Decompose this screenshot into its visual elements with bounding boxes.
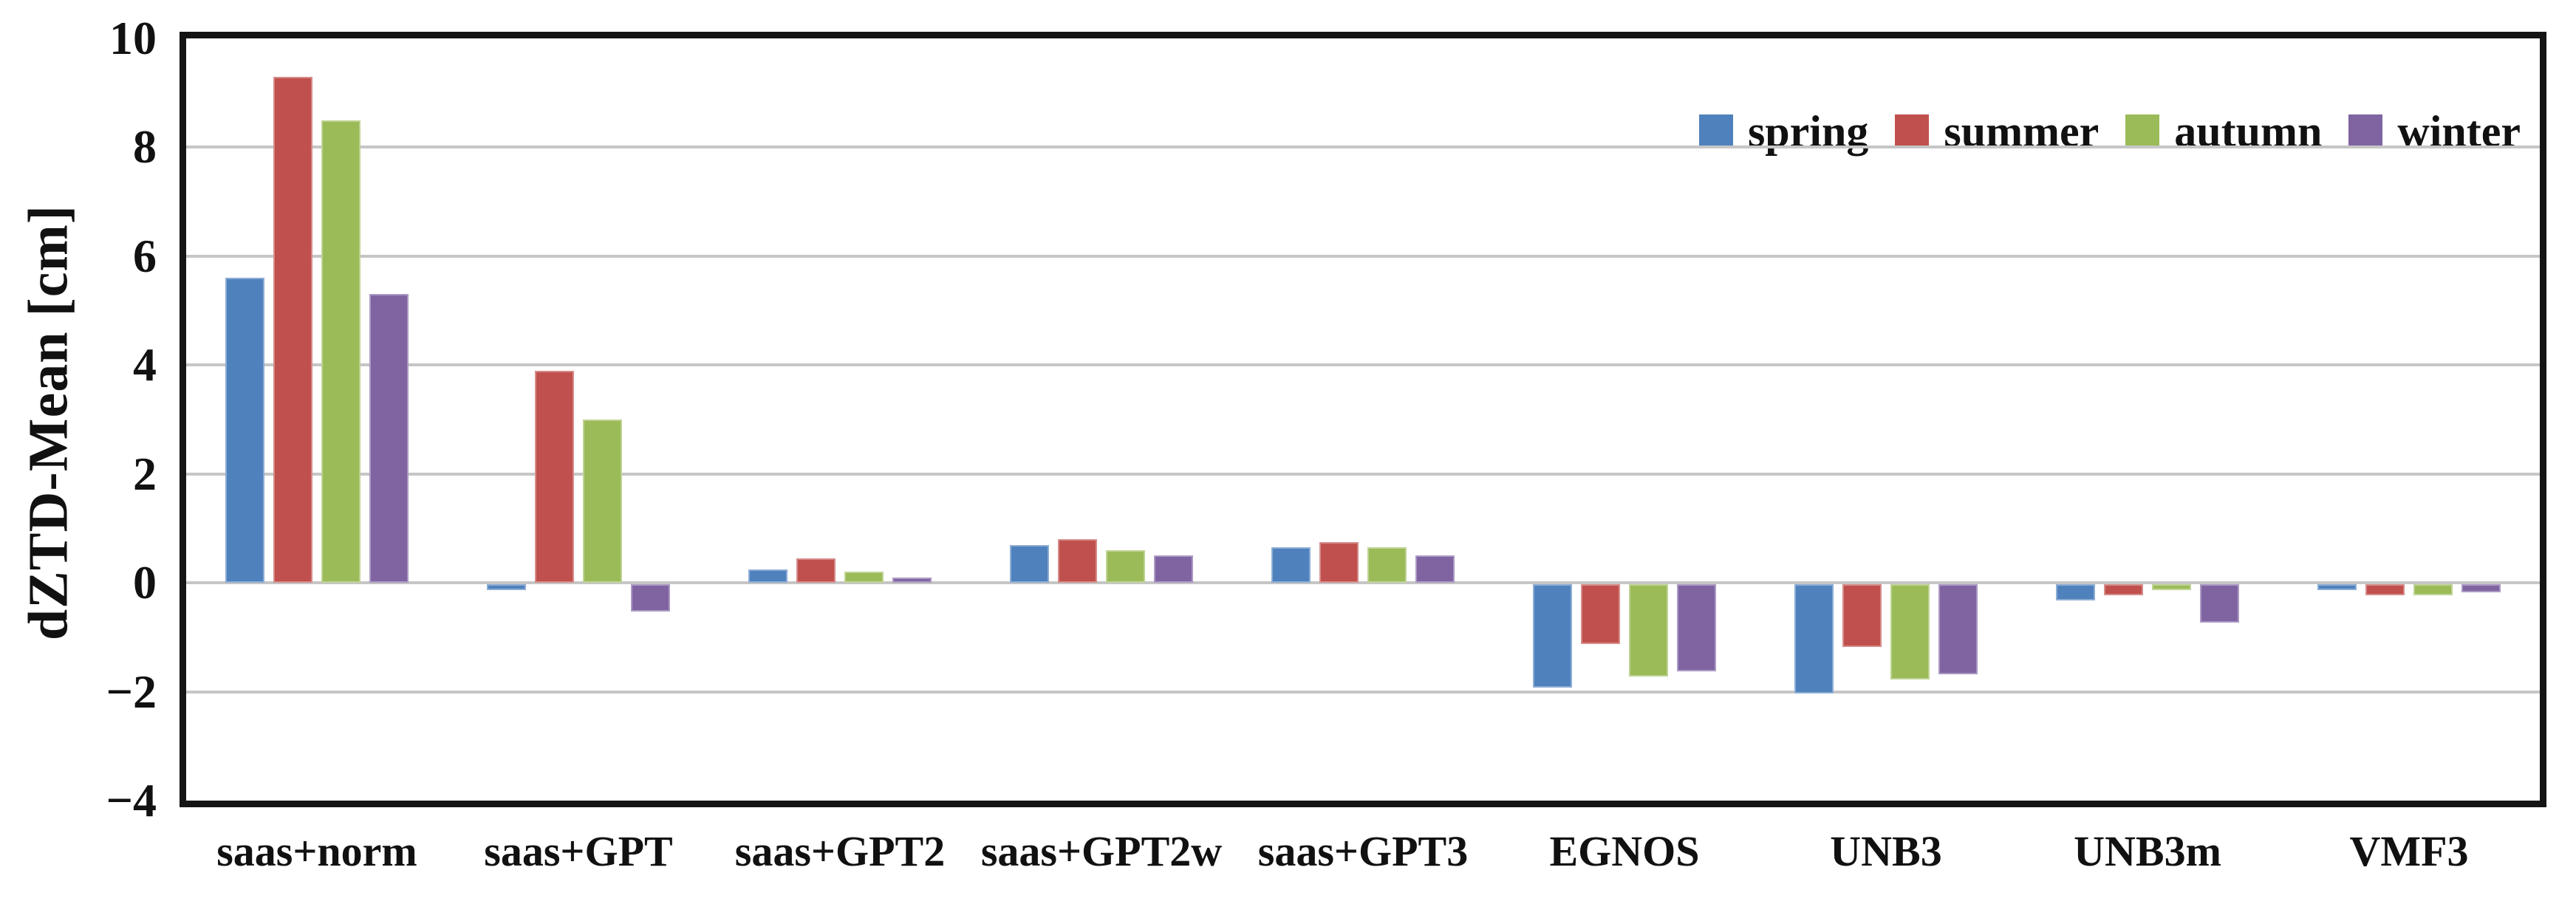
bar-spring-VMF3 <box>2317 584 2357 590</box>
bar-winter-saas+GPT2 <box>892 577 932 583</box>
bar-spring-saas+norm <box>225 278 264 583</box>
bar-summer-saas+GPT <box>535 370 574 583</box>
y-tick-label-4: 4 <box>133 338 157 391</box>
bar-summer-UNB3 <box>1842 584 1882 647</box>
bar-autumn-EGNOS <box>1629 584 1668 677</box>
bar-winter-saas+GPT <box>631 584 670 612</box>
legend-swatch-spring <box>1698 114 1733 148</box>
gridline-y0 <box>186 581 2540 585</box>
bar-autumn-saas+GPT3 <box>1367 547 1407 583</box>
bar-winter-saas+norm <box>369 294 409 583</box>
bar-autumn-saas+GPT2 <box>844 572 884 583</box>
gridline-y2 <box>186 472 2540 476</box>
bar-summer-EGNOS <box>1581 584 1620 645</box>
bar-summer-saas+GPT2 <box>796 558 836 583</box>
bar-winter-saas+GPT2w <box>1154 555 1193 583</box>
bar-winter-UNB3m <box>2200 584 2239 623</box>
y-tick-label-0: 0 <box>133 556 157 609</box>
x-axis-label-saas+GPT: saas+GPT <box>484 827 673 875</box>
bar-winter-UNB3 <box>1938 584 1978 674</box>
bar-spring-saas+GPT <box>487 584 526 590</box>
bar-spring-UNB3 <box>1794 584 1834 694</box>
bar-autumn-VMF3 <box>2413 584 2453 595</box>
bar-spring-saas+GPT3 <box>1271 547 1311 583</box>
legend-swatch-summer <box>1895 114 1930 148</box>
x-axis-label-saas+norm: saas+norm <box>216 827 417 875</box>
gridline-y4 <box>186 363 2540 367</box>
gridline-y-2 <box>186 690 2540 694</box>
y-tick-label-−4: −4 <box>106 774 157 826</box>
y-tick-label-2: 2 <box>133 447 157 500</box>
bar-autumn-UNB3m <box>2152 584 2191 590</box>
plot-area: spring summer autumn winter <box>180 32 2546 807</box>
x-axis-label-saas+GPT3: saas+GPT3 <box>1257 827 1469 875</box>
bar-summer-saas+norm <box>273 76 312 583</box>
bar-winter-VMF3 <box>2461 584 2501 593</box>
bar-winter-saas+GPT3 <box>1415 555 1455 583</box>
bar-autumn-saas+GPT <box>583 420 622 583</box>
y-tick-label-−2: −2 <box>106 665 157 718</box>
y-tick-label-10: 10 <box>109 12 157 64</box>
legend-swatch-autumn <box>2125 114 2160 148</box>
x-axis-label-saas+GPT2w: saas+GPT2w <box>980 827 1223 875</box>
bar-summer-saas+GPT2w <box>1058 539 1097 583</box>
legend-swatch-winter <box>2348 114 2383 148</box>
bar-spring-EGNOS <box>1533 584 1572 688</box>
x-axis-label-VMF3: VMF3 <box>2349 827 2469 875</box>
bar-spring-saas+GPT2 <box>748 569 788 583</box>
bar-autumn-saas+GPT2w <box>1106 549 1145 583</box>
x-axis-label-UNB3m: UNB3m <box>2074 827 2221 875</box>
bar-winter-EGNOS <box>1677 584 1716 672</box>
gridline-y6 <box>186 254 2540 258</box>
x-axis-label-UNB3: UNB3 <box>1830 827 1942 875</box>
bar-spring-UNB3m <box>2056 584 2095 601</box>
x-axis-label-saas+GPT2: saas+GPT2 <box>734 827 946 875</box>
bar-summer-VMF3 <box>2365 584 2405 595</box>
bar-summer-UNB3m <box>2104 584 2143 595</box>
bar-summer-saas+GPT3 <box>1319 541 1359 583</box>
bar-autumn-UNB3 <box>1890 584 1930 680</box>
bar-spring-saas+GPT2w <box>1010 544 1049 583</box>
gridline-y8 <box>186 145 2540 149</box>
y-tick-label-6: 6 <box>133 229 157 282</box>
y-tick-label-8: 8 <box>133 120 157 174</box>
bar-autumn-saas+norm <box>321 120 361 583</box>
x-axis-label-EGNOS: EGNOS <box>1549 827 1700 875</box>
